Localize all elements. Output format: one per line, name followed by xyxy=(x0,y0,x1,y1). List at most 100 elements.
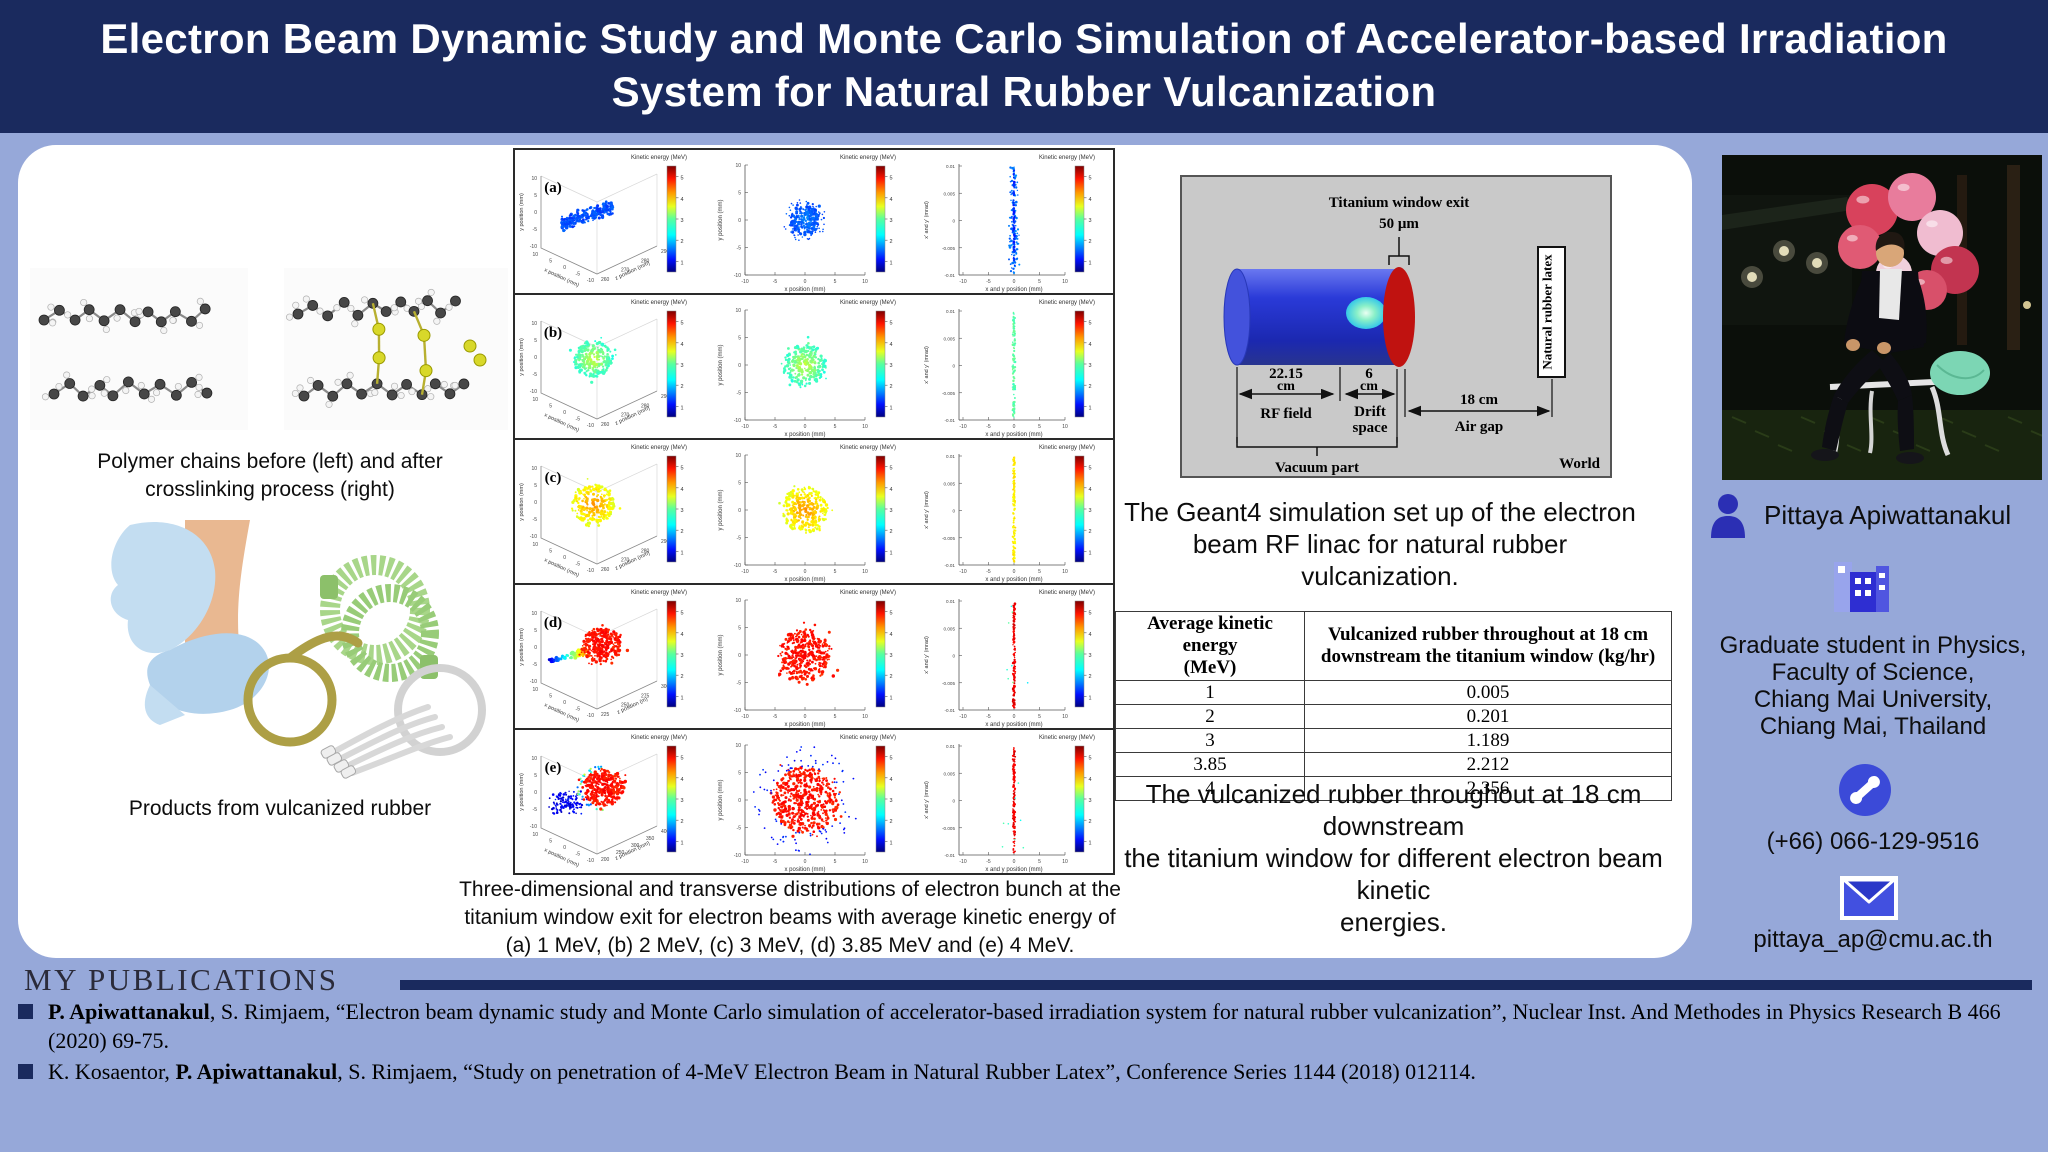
svg-text:0.005: 0.005 xyxy=(944,626,956,631)
svg-text:1: 1 xyxy=(681,695,684,701)
svg-text:4: 4 xyxy=(890,197,893,203)
svg-text:5: 5 xyxy=(834,424,837,430)
svg-text:1: 1 xyxy=(1089,840,1092,846)
publication-item: K. Kosaentor, P. Apiwattanakul, S. Rimja… xyxy=(18,1057,2034,1086)
svg-text:-10: -10 xyxy=(959,279,966,285)
svg-text:4: 4 xyxy=(681,197,684,203)
svg-text:-10: -10 xyxy=(530,244,537,250)
svg-text:2: 2 xyxy=(890,384,893,390)
drift-label-1: Drift xyxy=(1354,404,1386,420)
svg-text:-5: -5 xyxy=(737,246,742,252)
svg-text:(d): (d) xyxy=(544,615,562,631)
svg-text:0.005: 0.005 xyxy=(944,191,956,196)
plot-row-c: 10 5 0 -5 -10 10 5 0 -5 -10 260 270 280 290 y position… xyxy=(515,440,1113,585)
drift-label-2: space xyxy=(1353,420,1388,436)
buildings-icon xyxy=(1834,562,1889,612)
svg-text:5: 5 xyxy=(1089,756,1092,762)
svg-text:5: 5 xyxy=(681,466,684,472)
svg-text:(c): (c) xyxy=(545,470,562,486)
svg-text:-0.005: -0.005 xyxy=(942,826,955,831)
svg-text:200: 200 xyxy=(601,857,610,863)
svg-text:x position (mm): x position (mm) xyxy=(543,702,580,723)
svg-text:10: 10 xyxy=(1062,569,1068,575)
svg-text:10: 10 xyxy=(735,743,741,749)
svg-text:3: 3 xyxy=(681,363,684,369)
svg-text:5: 5 xyxy=(1089,611,1092,617)
svg-text:0: 0 xyxy=(952,509,955,514)
svg-text:10: 10 xyxy=(1062,279,1068,285)
svg-text:5: 5 xyxy=(534,338,537,344)
table-cell: 2.212 xyxy=(1304,752,1672,777)
svg-text:-0.01: -0.01 xyxy=(945,273,956,278)
svg-text:4: 4 xyxy=(1089,487,1092,493)
svg-text:2: 2 xyxy=(890,529,893,535)
plot-row-b: 10 5 0 -5 -10 10 5 0 -5 -10 260 270 280 290 y position… xyxy=(515,295,1113,440)
profile-name: Pittaya Apiwattanakul xyxy=(1764,500,2012,530)
svg-text:0: 0 xyxy=(738,653,741,659)
svg-text:0: 0 xyxy=(804,424,807,430)
airgap-label: Air gap xyxy=(1455,419,1503,435)
polymer-caption: Polymer chains before (left) and after cr… xyxy=(97,450,443,501)
svg-text:Kinetic energy (MeV): Kinetic energy (MeV) xyxy=(840,300,896,306)
svg-text:y position (mm): y position (mm) xyxy=(519,338,525,376)
svg-text:3: 3 xyxy=(681,653,684,659)
window-exit-label: Titanium window exit xyxy=(1329,195,1470,211)
svg-text:-10: -10 xyxy=(959,859,966,865)
svg-text:y position (mm): y position (mm) xyxy=(519,193,525,231)
linac-cylinder-cap xyxy=(1223,268,1251,366)
world-label: World xyxy=(1559,456,1600,472)
svg-text:x' and y' (mrad): x' and y' (mrad) xyxy=(924,781,930,819)
svg-text:1: 1 xyxy=(1089,405,1092,411)
svg-text:400: 400 xyxy=(661,829,670,835)
svg-text:0: 0 xyxy=(563,265,566,271)
svg-text:1: 1 xyxy=(681,405,684,411)
svg-text:0: 0 xyxy=(1013,569,1016,575)
svg-text:5: 5 xyxy=(1089,466,1092,472)
svg-text:2: 2 xyxy=(1089,239,1092,245)
svg-text:-10: -10 xyxy=(734,853,741,859)
svg-text:-5: -5 xyxy=(737,391,742,397)
svg-text:10: 10 xyxy=(532,397,538,403)
svg-text:0: 0 xyxy=(534,210,537,216)
phone-icon xyxy=(1839,764,1891,816)
svg-text:x position (mm): x position (mm) xyxy=(543,267,580,288)
svg-text:2: 2 xyxy=(681,529,684,535)
svg-text:5: 5 xyxy=(738,626,741,632)
svg-text:0.01: 0.01 xyxy=(946,599,955,604)
results-table-body: 1 0.005 2 0.201 3 1.189 3.85 2.212 4 2.356 xyxy=(1114,680,1672,801)
svg-text:x position (mm): x position (mm) xyxy=(543,557,580,578)
svg-text:-0.01: -0.01 xyxy=(945,853,956,858)
svg-text:10: 10 xyxy=(531,176,537,182)
svg-text:Kinetic energy (MeV): Kinetic energy (MeV) xyxy=(840,155,896,161)
svg-text:-10: -10 xyxy=(741,714,748,720)
svg-text:5: 5 xyxy=(681,176,684,182)
svg-text:3: 3 xyxy=(681,798,684,804)
svg-text:1: 1 xyxy=(681,840,684,846)
table-cell: 2 xyxy=(1114,704,1306,729)
svg-text:260: 260 xyxy=(601,277,610,283)
profile-photo xyxy=(1722,155,2042,480)
svg-text:5: 5 xyxy=(890,756,893,762)
svg-text:5: 5 xyxy=(1038,569,1041,575)
svg-text:5: 5 xyxy=(549,404,552,410)
svg-text:-5: -5 xyxy=(986,279,991,285)
svg-text:-5: -5 xyxy=(986,424,991,430)
geant4-diagram: Titanium window exit 50 μm 22.15 cm 6 cm… xyxy=(1180,175,1612,478)
svg-text:4: 4 xyxy=(681,632,684,638)
svg-text:y position (mm): y position (mm) xyxy=(519,773,525,811)
svg-text:2: 2 xyxy=(681,384,684,390)
svg-text:350: 350 xyxy=(646,836,655,842)
svg-text:5: 5 xyxy=(890,176,893,182)
svg-text:y position (mm): y position (mm) xyxy=(519,628,525,666)
svg-text:3: 3 xyxy=(890,218,893,224)
svg-text:5: 5 xyxy=(1089,321,1092,327)
svg-text:-5: -5 xyxy=(576,707,581,713)
svg-text:(e): (e) xyxy=(545,760,562,776)
svg-text:260: 260 xyxy=(601,422,610,428)
table-cell: 3.85 xyxy=(1114,752,1306,777)
svg-text:1: 1 xyxy=(681,260,684,266)
svg-text:10: 10 xyxy=(735,308,741,314)
svg-text:3: 3 xyxy=(681,508,684,514)
publication-item: P. Apiwattanakul, S. Rimjaem, “Electron … xyxy=(18,997,2034,1055)
svg-text:10: 10 xyxy=(735,163,741,169)
